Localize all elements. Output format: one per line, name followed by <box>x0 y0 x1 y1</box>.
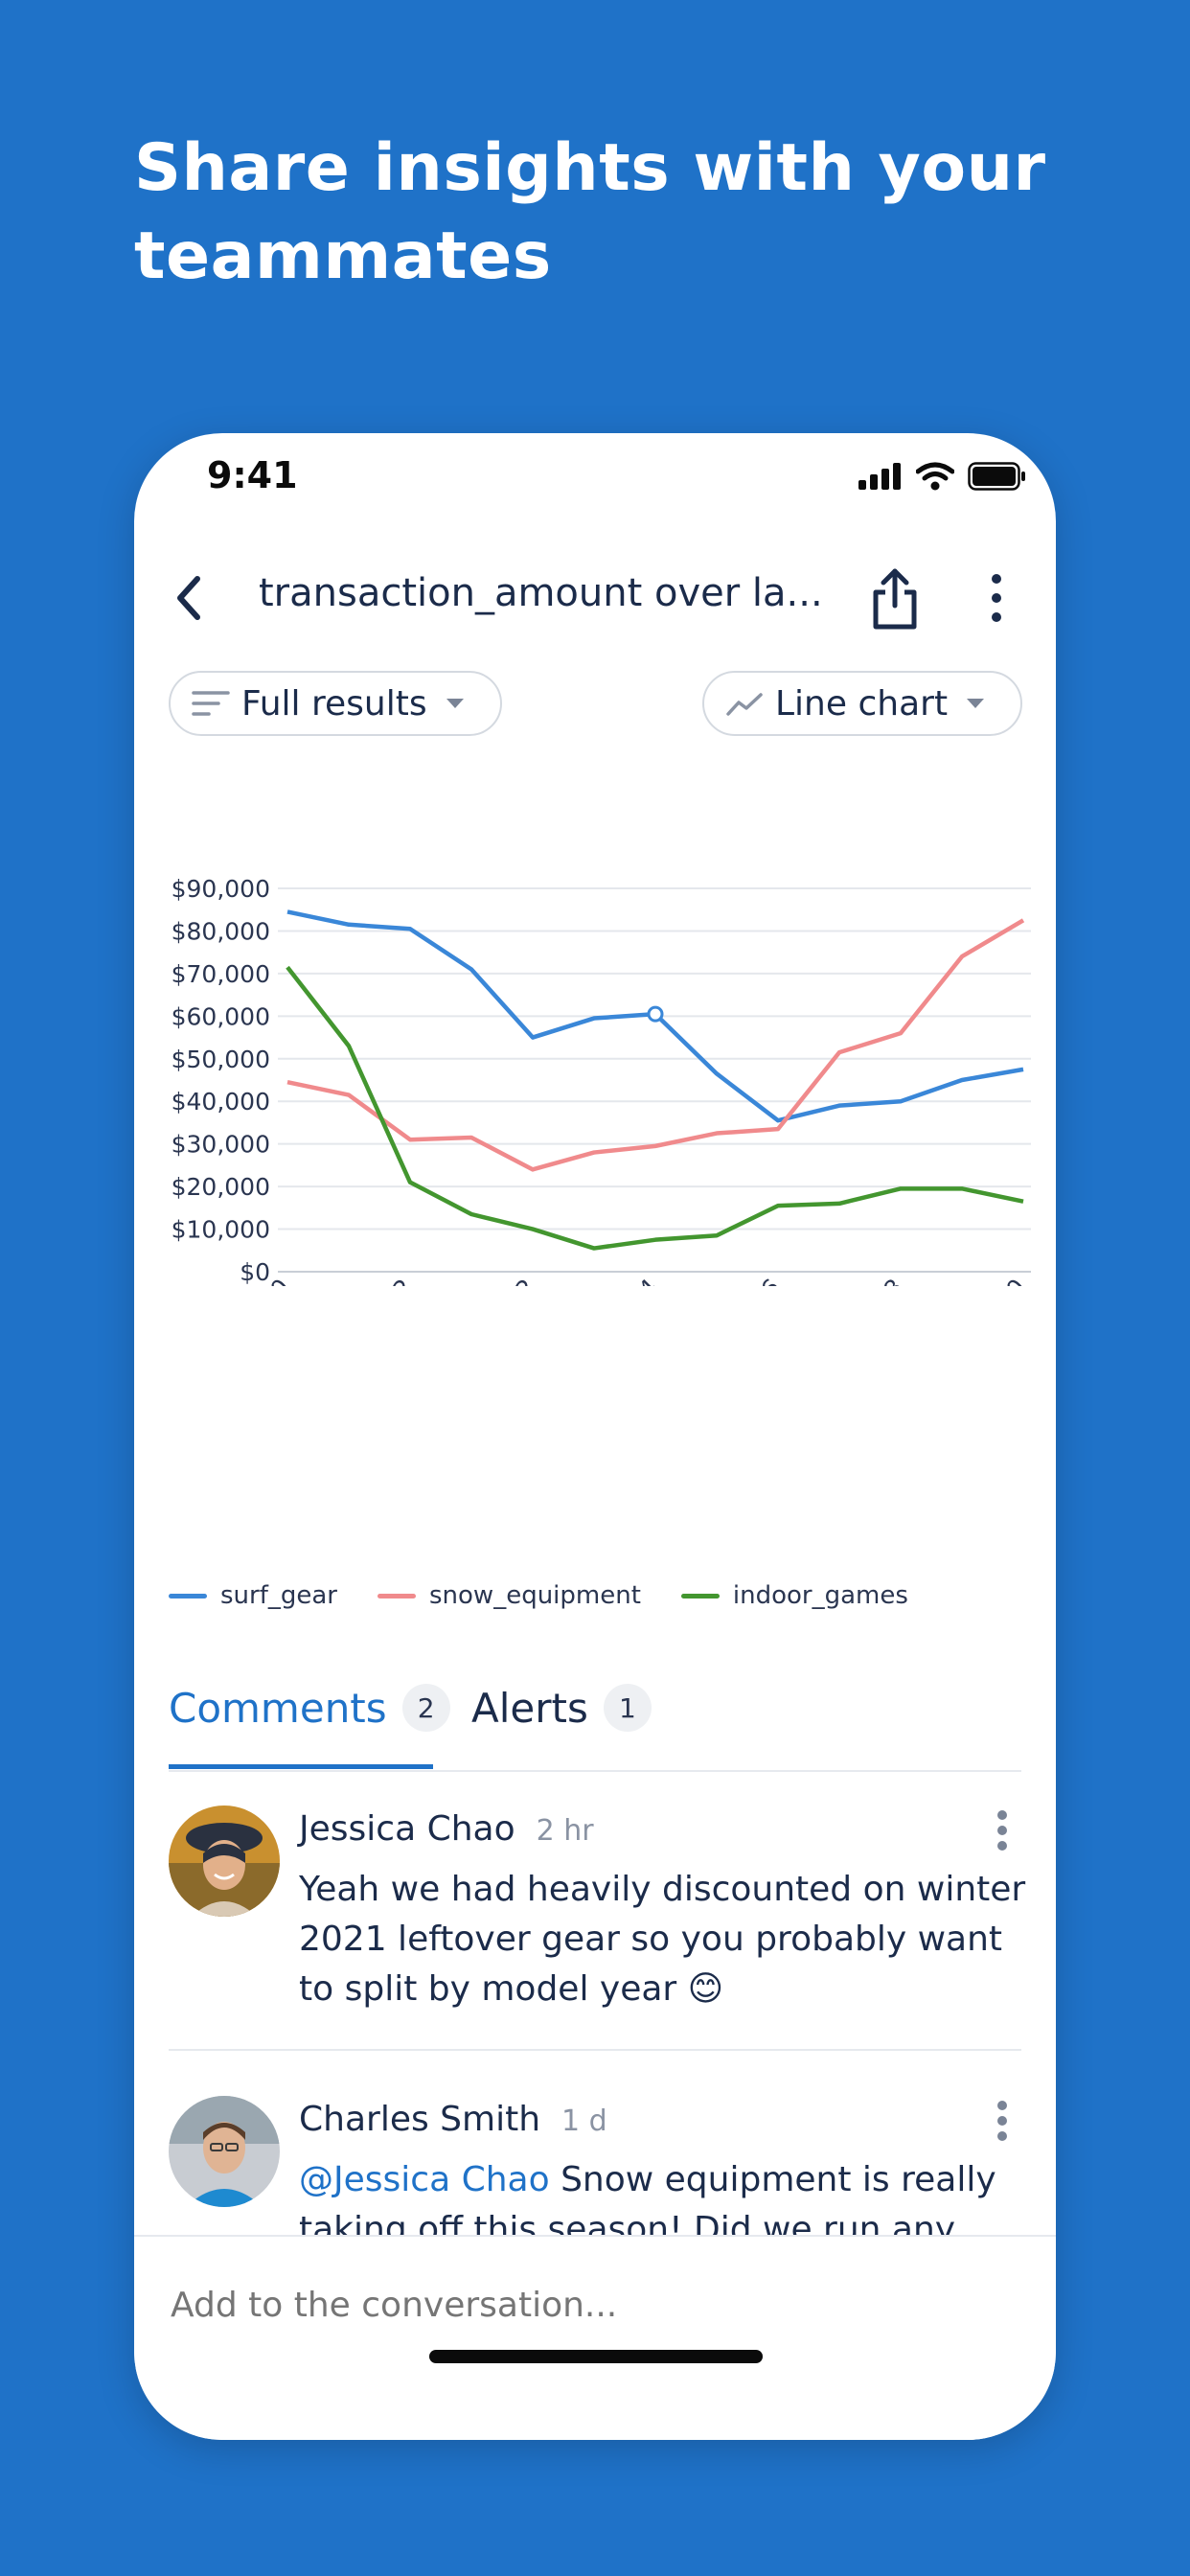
user-mention[interactable]: @Jessica Chao <box>299 2160 550 2199</box>
alerts-count-badge: 1 <box>603 1684 652 1732</box>
comment-item: Charles Smith 1 d @Jessica Chao Snow equi… <box>169 2096 1021 2240</box>
series-line-indoor_games[interactable] <box>286 965 1024 1251</box>
y-tick-label: $50,000 <box>172 1046 270 1073</box>
comment-composer <box>134 2235 1056 2440</box>
legend-label: snow_equipment <box>429 1581 641 1610</box>
comment-author: Charles Smith 1 d <box>299 2100 607 2139</box>
app-bar: transaction_amount over la... <box>134 548 1056 663</box>
tab-comments-label: Comments <box>169 1684 387 1732</box>
comment-input[interactable] <box>169 2285 1016 2326</box>
comments-count-badge: 2 <box>401 1684 450 1732</box>
chevron-down-icon <box>967 699 985 708</box>
comment-text-body: Snow equipment is really taking off this… <box>299 2160 996 2240</box>
tab-alerts-label: Alerts <box>471 1684 588 1732</box>
y-tick-label: $30,000 <box>172 1131 270 1159</box>
results-filter-label: Full results <box>241 683 427 724</box>
comment-more-icon[interactable] <box>993 2096 1012 2153</box>
y-tick-label: $0 <box>240 1258 270 1286</box>
status-time: 9:41 <box>207 454 298 496</box>
comment-more-icon[interactable] <box>993 1806 1012 1863</box>
legend-item-surf_gear[interactable]: surf_gear <box>169 1581 337 1610</box>
y-tick-label: $10,000 <box>172 1216 270 1244</box>
y-tick-label: $40,000 <box>172 1088 270 1116</box>
y-tick-label: $20,000 <box>172 1173 270 1201</box>
legend-swatch <box>169 1593 207 1598</box>
comment-time: 1 d <box>561 2104 607 2138</box>
legend-swatch <box>378 1593 416 1598</box>
legend-label: surf_gear <box>220 1581 337 1610</box>
back-arrow-icon[interactable] <box>163 569 220 627</box>
x-tick-label: 2021-12 <box>328 1274 418 1286</box>
y-tick-label: $90,000 <box>172 875 270 903</box>
chart-type-dropdown[interactable]: Line chart <box>702 671 1022 736</box>
more-options-icon[interactable] <box>977 569 1016 627</box>
comment-item: Jessica Chao 2 hr Yeah we had heavily dis… <box>169 1806 1025 2009</box>
author-name: Jessica Chao <box>299 1809 515 1849</box>
tab-bar: Comments 2 Alerts 1 <box>169 1684 1021 1772</box>
x-tick-label: 2022-04 <box>573 1274 663 1286</box>
comment-text: Yeah we had heavily discounted on winter… <box>299 1870 1026 2009</box>
chart-legend: surf_gear snow_equipment indoor_games <box>169 1581 908 1610</box>
x-tick-label: 2022-02 <box>450 1274 540 1286</box>
comment-time: 2 hr <box>536 1814 594 1848</box>
legend-item-indoor_games[interactable]: indoor_games <box>680 1581 908 1610</box>
results-filter-dropdown[interactable]: Full results <box>169 671 502 736</box>
share-icon[interactable] <box>866 565 924 632</box>
author-name: Charles Smith <box>299 2100 541 2139</box>
tab-alerts[interactable]: Alerts 1 <box>471 1684 652 1732</box>
x-tick-label: 2022-10 <box>941 1274 1031 1286</box>
phone-frame: 9:41 transaction_amount over la... <box>134 433 1056 2440</box>
signal-icon <box>858 463 901 490</box>
chevron-down-icon <box>446 699 464 708</box>
legend-item-snow_equipment[interactable]: snow_equipment <box>378 1581 641 1610</box>
wifi-icon <box>916 462 954 491</box>
chart-type-label: Line chart <box>775 683 949 724</box>
highlighted-data-point[interactable] <box>647 1005 664 1023</box>
divider <box>169 2049 1021 2051</box>
tab-comments[interactable]: Comments 2 <box>169 1684 450 1732</box>
battery-icon <box>968 462 1025 491</box>
y-tick-label: $80,000 <box>172 917 270 945</box>
comment-author: Jessica Chao 2 hr <box>299 1809 594 1849</box>
avatar[interactable] <box>169 2096 280 2207</box>
x-tick-label: 2022-06 <box>696 1274 786 1286</box>
active-tab-indicator <box>169 1764 433 1769</box>
filter-lines-icon <box>192 691 230 716</box>
line-chart: $0 $10,000 $20,000 $30,000 $40,000 $50,000 $60… <box>172 875 1032 1286</box>
comment-text: @Jessica Chao Snow equipment is really t… <box>299 2155 1021 2240</box>
legend-label: indoor_games <box>732 1581 908 1610</box>
headline: Share insights with your teammates <box>134 130 1046 294</box>
y-tick-label: $60,000 <box>172 1002 270 1030</box>
avatar[interactable] <box>169 1806 280 1917</box>
legend-swatch <box>680 1593 720 1598</box>
line-chart-icon <box>726 693 763 716</box>
x-tick-label: 2022-08 <box>818 1274 908 1286</box>
home-indicator <box>429 2350 763 2363</box>
status-icons <box>858 462 1027 491</box>
page-title: transaction_amount over la... <box>259 571 823 615</box>
y-tick-label: $70,000 <box>172 960 270 988</box>
series-line-snow_equipment[interactable] <box>286 918 1025 1172</box>
